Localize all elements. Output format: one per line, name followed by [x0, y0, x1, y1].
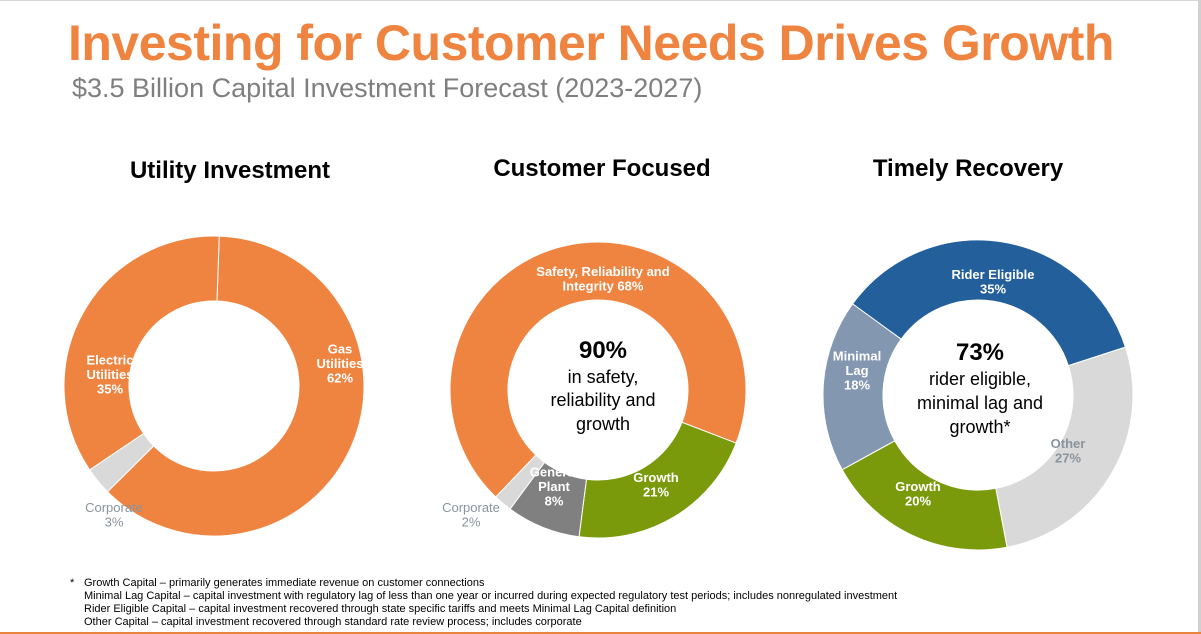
slice-label-rider-eligible: Rider Eligible 35%	[951, 267, 1034, 297]
center-percentage: 73%	[956, 339, 1004, 366]
slice-label-growth: Growth 20%	[895, 479, 941, 509]
footnotes: * Growth Capital – primarily generates i…	[70, 577, 897, 629]
slide-subtitle: $3.5 Billion Capital Investment Forecast…	[72, 73, 703, 103]
slice-label-safety-reliability-and-integrity: Safety, Reliability and Integrity 68%	[536, 264, 669, 294]
slice-label-growth: Growth 21%	[633, 470, 679, 500]
donut-utility-investment: Gas Utilities 62% Corporate 3% Electric Utilit…	[63, 235, 365, 537]
slide-right-border	[1198, 0, 1201, 634]
slice-rider-eligible	[851, 239, 1127, 367]
center-percentage: 90%	[579, 337, 627, 364]
slice-electric-utilities	[63, 235, 220, 471]
slice-label-corporate: Corporate 2%	[442, 500, 500, 530]
slice-safety-reliability-and-integrity	[449, 241, 747, 498]
center-caption-line: in safety,	[568, 367, 639, 387]
center-caption-line: growth	[576, 414, 630, 434]
footnote-minimal-lag-capital: Minimal Lag Capital – capital investment…	[84, 590, 898, 602]
slice-other	[995, 346, 1134, 548]
slice-label-minimal-lag: Minimal Lag 18%	[833, 349, 881, 393]
footnote-marker: *	[70, 577, 75, 589]
bottom-rule	[0, 632, 1201, 634]
slide-title: Investing for Customer Needs Drives Grow…	[68, 15, 1114, 71]
slice-minimal-lag	[822, 303, 902, 471]
footnote-other-capital: Other Capital – capital investment recov…	[84, 616, 582, 628]
center-caption-line: rider eligible,	[929, 369, 1031, 389]
chart-title-utility-investment: Utility Investment	[129, 157, 331, 184]
chart-title-customer-focused: Customer Focused	[493, 155, 711, 182]
slice-label-gas-utilities: Gas Utilities 62%	[317, 342, 364, 386]
donut-timely-recovery: Rider Eligible 35% Other 27% Growth 20% Minima…	[822, 239, 1134, 551]
center-caption-line: reliability and	[550, 390, 655, 410]
footnote-rider-eligible-capital: Rider Eligible Capital – capital investm…	[84, 603, 677, 615]
center-caption-line: minimal lag and	[917, 393, 1043, 413]
slice-gas-utilities	[106, 235, 365, 537]
slice-label-electric-utilities: Electric Utilities 35%	[87, 353, 134, 397]
center-caption-line: growth*	[949, 417, 1010, 437]
donut-customer-focused: Growth 21% General Plant 8% Corporate 2% Safety…	[442, 241, 747, 539]
slice-label-other: Other 27%	[1051, 436, 1086, 466]
footnote-growth-capital: Growth Capital – primarily generates imm…	[84, 577, 485, 589]
slice-label-general-plant: General Plant 8%	[530, 465, 578, 509]
slide-top-border	[0, 0, 1201, 1]
slice-label-corporate: Corporate 3%	[85, 500, 143, 530]
chart-title-timely-recovery: Timely Recovery	[872, 155, 1064, 182]
